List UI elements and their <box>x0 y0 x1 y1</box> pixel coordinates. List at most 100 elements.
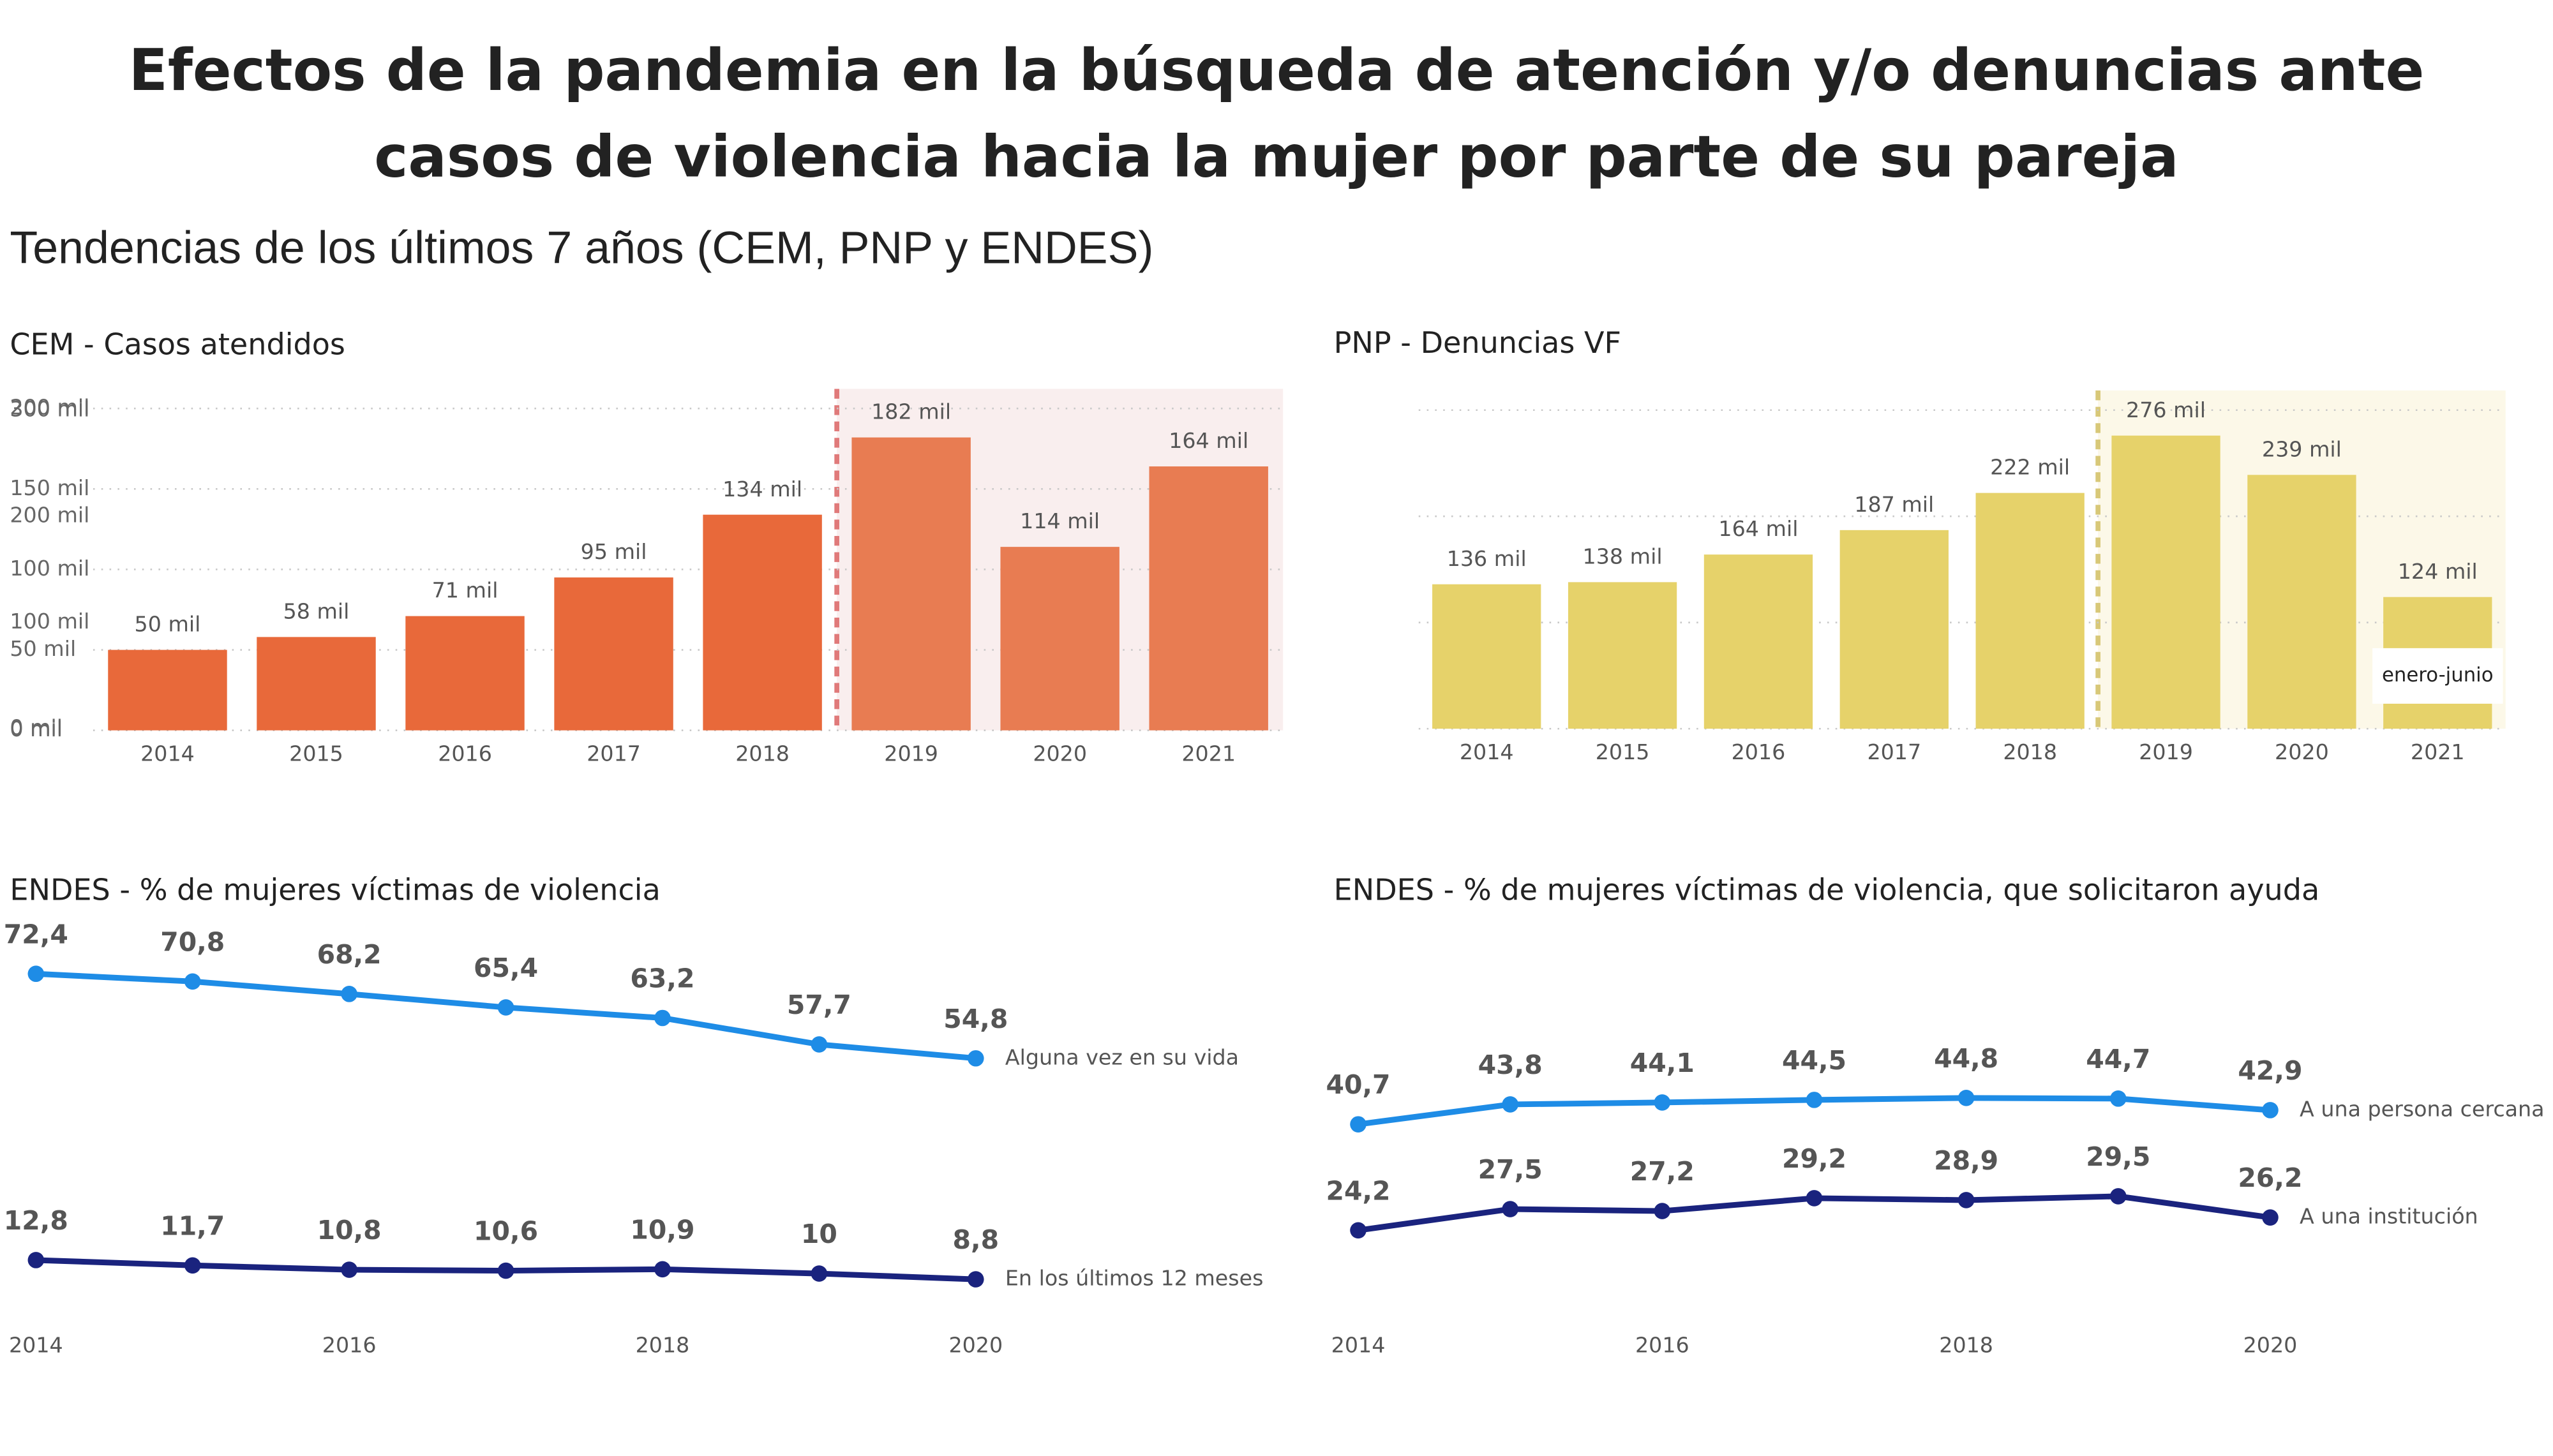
point <box>341 1261 357 1278</box>
value-label: 44,1 <box>1630 1048 1695 1078</box>
chart-title: CEM - Casos atendidos <box>10 327 345 361</box>
point <box>184 973 201 990</box>
value-label: 71 mil <box>432 578 498 603</box>
bar <box>1000 547 1119 731</box>
bar <box>2111 435 2220 729</box>
point <box>811 1036 828 1053</box>
x-tick-label: 2017 <box>1867 739 1921 764</box>
chart-title: ENDES - % de mujeres víctimas de violenc… <box>1334 873 2320 907</box>
chart-title: PNP - Denuncias VF <box>1334 325 1621 360</box>
x-tick-label: 2016 <box>1635 1333 1689 1358</box>
bar <box>851 437 971 731</box>
series-label: En los últimos 12 meses <box>1005 1266 1264 1291</box>
value-label: 29,2 <box>1782 1143 1846 1174</box>
x-tick-label: 2016 <box>438 741 492 766</box>
point <box>497 999 514 1016</box>
x-tick-label: 2014 <box>140 741 195 766</box>
series-label: Alguna vez en su vida <box>1005 1044 1239 1069</box>
value-label: 187 mil <box>1854 492 1934 517</box>
value-label: 27,5 <box>1478 1154 1543 1185</box>
x-tick-label: 2018 <box>2003 739 2057 764</box>
value-label: 11,7 <box>160 1210 225 1241</box>
value-label: 164 mil <box>1718 516 1798 541</box>
series-label: A una institución <box>2300 1204 2478 1229</box>
point <box>1654 1094 1671 1111</box>
point <box>184 1257 201 1274</box>
point <box>497 1262 514 1279</box>
point <box>967 1050 984 1067</box>
bar <box>1149 466 1268 731</box>
y-tick-label: 100 mil <box>10 609 89 634</box>
x-tick-label: 2020 <box>2243 1333 2298 1358</box>
value-label: 65,4 <box>474 953 538 983</box>
point <box>1502 1096 1518 1113</box>
point <box>1806 1190 1823 1207</box>
value-label: 70,8 <box>160 926 225 957</box>
value-label: 72,4 <box>4 919 68 949</box>
y-tick-label: 50 mil <box>10 636 76 661</box>
point <box>967 1271 984 1288</box>
point <box>811 1265 828 1282</box>
value-label: 164 mil <box>1169 428 1248 453</box>
chart-title: ENDES - % de mujeres víctimas de violenc… <box>10 873 660 907</box>
x-tick-label: 2018 <box>735 741 790 766</box>
bar <box>108 650 227 731</box>
bar <box>1839 530 1949 729</box>
bar <box>2247 475 2356 729</box>
bar <box>405 616 525 731</box>
x-tick-label: 2021 <box>2411 739 2465 764</box>
bar <box>1432 584 1541 729</box>
value-label: 63,2 <box>630 963 694 994</box>
x-tick-label: 2017 <box>587 741 641 766</box>
x-tick-label: 2016 <box>322 1333 377 1358</box>
page-subtitle: Tendencias de los últimos 7 años (CEM, P… <box>10 222 1154 273</box>
value-label: 10,8 <box>317 1215 382 1245</box>
value-label: 43,8 <box>1478 1050 1543 1080</box>
x-tick-label: 2019 <box>884 741 938 766</box>
bar <box>703 514 822 731</box>
value-label: 44,5 <box>1782 1045 1846 1076</box>
value-label: 8,8 <box>953 1224 999 1255</box>
value-label: 57,7 <box>787 990 851 1020</box>
value-label: 50 mil <box>135 612 201 637</box>
y-tick-label: 300 mil <box>10 396 89 421</box>
value-label: 10 <box>801 1219 837 1249</box>
point <box>654 1009 671 1027</box>
point <box>1958 1090 1975 1106</box>
value-label: 134 mil <box>722 477 802 501</box>
x-tick-label: 2020 <box>948 1333 1003 1358</box>
point <box>2109 1188 2127 1205</box>
page-title: Efectos de la pandemia en la búsqueda de… <box>128 39 2425 191</box>
point <box>654 1261 671 1278</box>
value-label: 276 mil <box>2126 397 2206 422</box>
point <box>1502 1201 1518 1217</box>
x-tick-label: 2016 <box>1732 739 1786 764</box>
value-label: 28,9 <box>1934 1145 1998 1176</box>
value-label: 12,8 <box>4 1205 68 1236</box>
y-tick-label: 100 mil <box>10 556 89 581</box>
value-label: 54,8 <box>943 1004 1008 1034</box>
point <box>27 1252 45 1268</box>
value-label: 124 mil <box>2398 559 2478 584</box>
x-tick-label: 2020 <box>1033 741 1087 766</box>
series-label: A una persona cercana <box>2300 1096 2544 1121</box>
point <box>2109 1090 2127 1107</box>
x-tick-label: 2018 <box>1939 1333 1993 1358</box>
value-label: 29,5 <box>2086 1141 2150 1172</box>
value-label: 114 mil <box>1020 509 1100 533</box>
bar <box>554 577 673 731</box>
bar <box>1703 554 1813 729</box>
point <box>2262 1209 2279 1226</box>
annotation-box <box>2372 648 2503 704</box>
point <box>1806 1092 1823 1108</box>
x-tick-label: 2021 <box>1181 741 1236 766</box>
y-tick-label: 200 mil <box>10 395 89 420</box>
value-label: 10,6 <box>474 1216 538 1247</box>
point <box>1654 1203 1671 1219</box>
value-label: 68,2 <box>317 939 382 970</box>
y-tick-label: 0 mil <box>10 717 63 741</box>
point <box>341 986 357 1002</box>
y-tick-label: 0 mil <box>10 715 63 740</box>
value-label: 44,8 <box>1934 1043 1998 1074</box>
